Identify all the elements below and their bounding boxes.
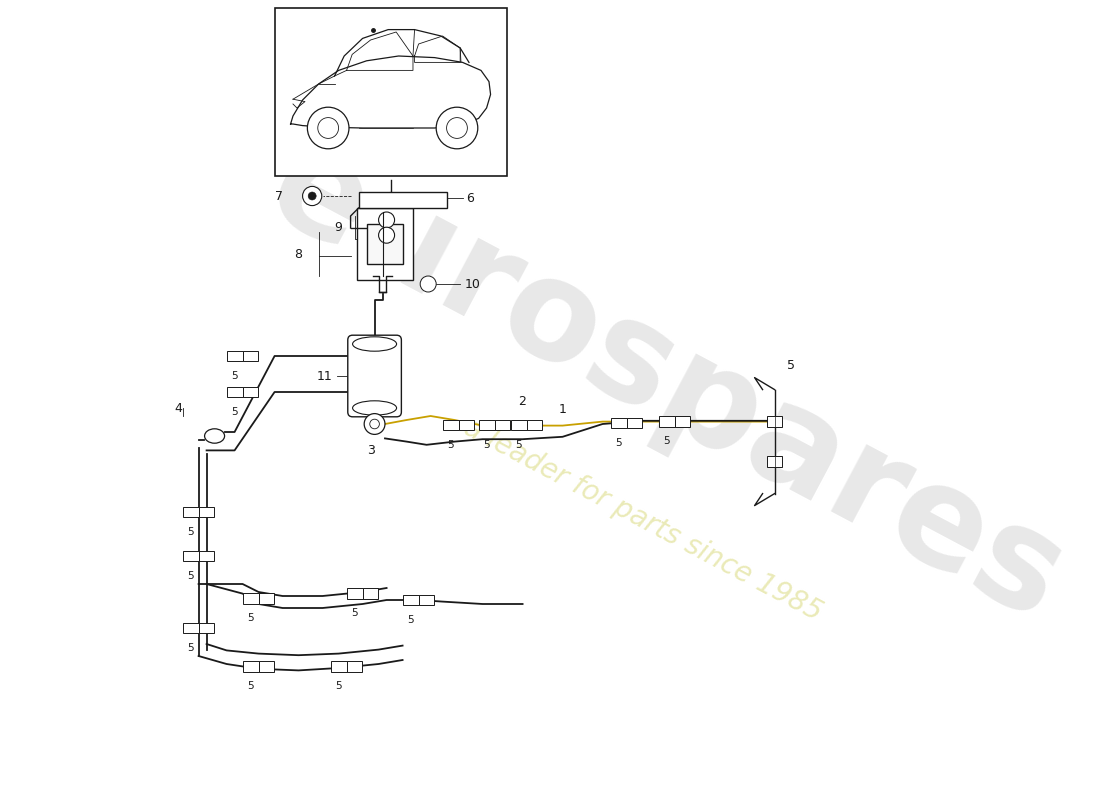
Text: eurospares: eurospares xyxy=(248,118,1086,650)
Bar xyxy=(346,661,362,672)
Circle shape xyxy=(318,118,339,138)
Text: 5: 5 xyxy=(352,608,359,618)
Bar xyxy=(527,419,542,430)
Text: a leader for parts since 1985: a leader for parts since 1985 xyxy=(459,414,826,626)
Circle shape xyxy=(378,227,395,243)
Circle shape xyxy=(420,276,437,292)
Bar xyxy=(659,416,674,426)
Bar xyxy=(227,350,243,361)
Text: 5: 5 xyxy=(187,571,194,581)
Circle shape xyxy=(308,192,316,200)
FancyBboxPatch shape xyxy=(348,335,402,417)
Text: 5: 5 xyxy=(231,370,238,381)
Text: 3: 3 xyxy=(366,444,374,457)
Circle shape xyxy=(364,414,385,434)
Ellipse shape xyxy=(205,429,224,443)
Text: 9: 9 xyxy=(334,221,342,234)
Ellipse shape xyxy=(353,401,397,415)
Text: 1: 1 xyxy=(559,403,566,416)
Circle shape xyxy=(302,186,322,206)
Bar xyxy=(275,8,507,176)
Bar xyxy=(367,224,403,264)
Bar xyxy=(183,507,199,517)
Bar xyxy=(359,192,447,208)
Bar xyxy=(674,416,690,426)
Text: 5: 5 xyxy=(187,643,194,653)
Text: 11: 11 xyxy=(317,370,332,382)
Text: 5: 5 xyxy=(336,682,342,691)
Bar xyxy=(243,386,258,397)
Text: 5: 5 xyxy=(663,437,670,446)
Bar xyxy=(227,386,243,397)
Text: 6: 6 xyxy=(466,192,474,205)
Text: 5: 5 xyxy=(407,614,414,625)
Bar xyxy=(627,418,642,429)
Text: 5: 5 xyxy=(248,682,254,691)
Circle shape xyxy=(437,107,477,149)
Text: 5: 5 xyxy=(516,439,522,450)
Bar xyxy=(768,456,782,467)
Bar xyxy=(199,507,214,517)
Text: 5: 5 xyxy=(616,438,623,448)
Bar xyxy=(258,594,274,603)
Text: 5: 5 xyxy=(231,406,238,417)
Bar xyxy=(243,594,258,603)
Circle shape xyxy=(370,419,379,429)
Bar xyxy=(443,419,459,430)
Bar xyxy=(183,550,199,562)
Ellipse shape xyxy=(353,337,397,351)
Bar xyxy=(346,589,363,598)
Bar xyxy=(331,661,346,672)
Bar xyxy=(363,589,378,598)
Circle shape xyxy=(307,107,349,149)
Circle shape xyxy=(447,118,468,138)
Bar xyxy=(478,419,495,430)
Bar xyxy=(495,419,510,430)
Text: 5: 5 xyxy=(248,613,254,623)
Bar xyxy=(243,350,258,361)
Bar xyxy=(243,661,258,672)
Bar xyxy=(183,622,199,634)
Bar xyxy=(199,622,214,634)
Text: 5: 5 xyxy=(484,439,491,450)
Text: 10: 10 xyxy=(464,278,480,290)
Bar xyxy=(358,208,412,280)
Text: 4: 4 xyxy=(175,402,183,414)
Bar xyxy=(258,661,274,672)
Circle shape xyxy=(378,212,395,228)
Text: 5: 5 xyxy=(786,359,794,372)
Bar xyxy=(512,419,527,430)
Text: 5: 5 xyxy=(187,527,194,537)
Bar xyxy=(768,416,782,427)
Bar xyxy=(459,419,474,430)
Text: 7: 7 xyxy=(275,190,283,202)
Text: 2: 2 xyxy=(518,395,527,408)
Bar xyxy=(403,595,419,605)
Bar xyxy=(419,595,435,605)
Text: 5: 5 xyxy=(448,439,454,450)
Bar xyxy=(610,418,627,429)
Text: 8: 8 xyxy=(295,248,302,261)
Bar xyxy=(199,550,214,562)
